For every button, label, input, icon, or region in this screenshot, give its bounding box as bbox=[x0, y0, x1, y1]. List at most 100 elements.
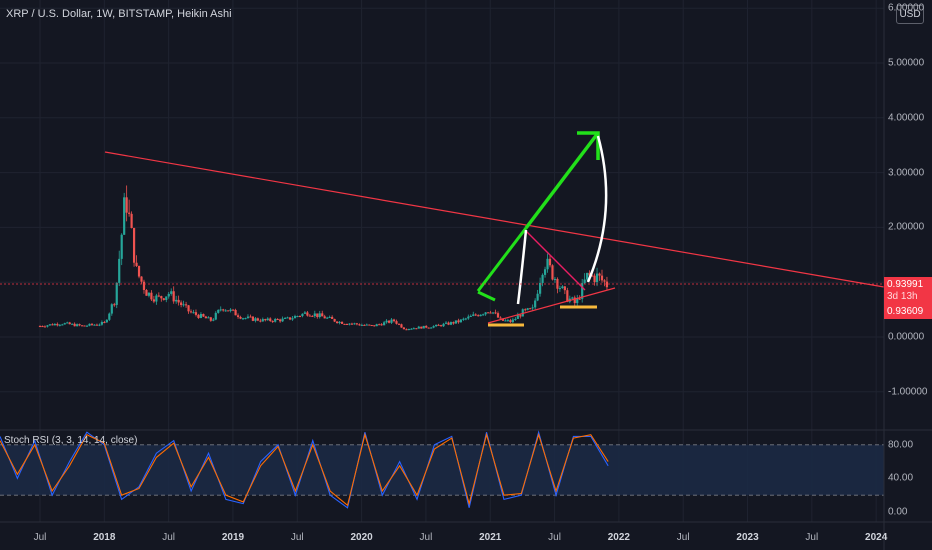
candle[interactable] bbox=[227, 310, 230, 312]
candle[interactable] bbox=[387, 320, 391, 323]
candle[interactable] bbox=[132, 228, 136, 263]
candle[interactable] bbox=[605, 281, 609, 288]
candle[interactable] bbox=[410, 328, 413, 330]
candle[interactable] bbox=[118, 258, 121, 283]
candle[interactable] bbox=[259, 320, 262, 322]
candle[interactable] bbox=[454, 320, 458, 324]
candle[interactable] bbox=[472, 314, 475, 316]
candle[interactable] bbox=[88, 323, 91, 326]
candle[interactable] bbox=[286, 317, 289, 319]
candle[interactable] bbox=[113, 304, 116, 306]
candle[interactable] bbox=[241, 318, 245, 320]
candle[interactable] bbox=[370, 325, 373, 327]
candle[interactable] bbox=[350, 323, 354, 325]
candle[interactable] bbox=[506, 320, 510, 322]
candle[interactable] bbox=[234, 309, 237, 316]
candle[interactable] bbox=[160, 296, 163, 299]
candle[interactable] bbox=[303, 312, 307, 314]
rising-support-line[interactable] bbox=[487, 287, 616, 324]
candle[interactable] bbox=[439, 325, 443, 327]
descending-trendline[interactable] bbox=[104, 151, 885, 288]
candle[interactable] bbox=[261, 319, 264, 322]
candle[interactable] bbox=[251, 316, 255, 321]
candle[interactable] bbox=[516, 315, 519, 319]
candle[interactable] bbox=[105, 319, 108, 323]
candle[interactable] bbox=[172, 291, 175, 302]
candle[interactable] bbox=[189, 311, 193, 313]
candle[interactable] bbox=[103, 322, 106, 324]
candle[interactable] bbox=[501, 318, 505, 321]
candle[interactable] bbox=[301, 313, 304, 317]
candle[interactable] bbox=[534, 300, 537, 308]
candle[interactable] bbox=[566, 290, 569, 302]
candle[interactable] bbox=[80, 325, 84, 327]
candle[interactable] bbox=[343, 323, 346, 325]
candle[interactable] bbox=[576, 298, 579, 304]
candle[interactable] bbox=[194, 312, 198, 315]
candle[interactable] bbox=[464, 318, 467, 320]
candle[interactable] bbox=[308, 315, 311, 317]
candle[interactable] bbox=[600, 275, 604, 281]
candle[interactable] bbox=[548, 258, 552, 266]
candle[interactable] bbox=[48, 324, 52, 326]
candle[interactable] bbox=[561, 286, 564, 289]
candle[interactable] bbox=[165, 296, 168, 300]
candle[interactable] bbox=[551, 265, 554, 280]
candle[interactable] bbox=[425, 325, 428, 328]
candle[interactable] bbox=[415, 328, 418, 330]
candle[interactable] bbox=[432, 326, 435, 328]
candle[interactable] bbox=[187, 305, 190, 312]
candle[interactable] bbox=[531, 307, 534, 309]
candle[interactable] bbox=[321, 313, 324, 317]
candle[interactable] bbox=[571, 297, 574, 299]
candle[interactable] bbox=[192, 312, 195, 314]
candle[interactable] bbox=[365, 324, 368, 326]
candle[interactable] bbox=[494, 312, 497, 314]
candle[interactable] bbox=[130, 213, 133, 229]
candle[interactable] bbox=[293, 316, 297, 319]
candle[interactable] bbox=[298, 316, 302, 318]
candle[interactable] bbox=[246, 316, 250, 319]
candle[interactable] bbox=[390, 319, 393, 323]
candle[interactable] bbox=[496, 313, 500, 318]
candle[interactable] bbox=[593, 275, 596, 283]
candle[interactable] bbox=[484, 312, 487, 315]
candle[interactable] bbox=[85, 325, 89, 327]
candle[interactable] bbox=[115, 282, 118, 305]
candle[interactable] bbox=[78, 324, 81, 326]
candle[interactable] bbox=[83, 325, 86, 327]
candle[interactable] bbox=[563, 286, 566, 291]
candle[interactable] bbox=[380, 324, 383, 326]
candle[interactable] bbox=[249, 316, 252, 318]
candle[interactable] bbox=[120, 234, 123, 259]
candle[interactable] bbox=[526, 308, 529, 310]
candle[interactable] bbox=[229, 309, 232, 312]
candle[interactable] bbox=[145, 289, 148, 296]
candle[interactable] bbox=[56, 323, 59, 326]
candle[interactable] bbox=[385, 320, 388, 323]
candle[interactable] bbox=[595, 273, 599, 283]
candle[interactable] bbox=[180, 302, 183, 306]
candle[interactable] bbox=[598, 273, 601, 276]
candle[interactable] bbox=[392, 319, 396, 322]
candle[interactable] bbox=[162, 298, 165, 300]
candle[interactable] bbox=[338, 321, 341, 324]
candle[interactable] bbox=[536, 293, 539, 301]
candle[interactable] bbox=[514, 318, 517, 320]
stoch-rsi-lines[interactable] bbox=[0, 430, 609, 509]
candle[interactable] bbox=[236, 315, 240, 318]
candle[interactable] bbox=[335, 321, 339, 324]
candle[interactable] bbox=[125, 197, 128, 213]
candle[interactable] bbox=[340, 321, 344, 324]
candle[interactable] bbox=[264, 319, 267, 321]
candle[interactable] bbox=[581, 283, 584, 299]
candle[interactable] bbox=[395, 321, 398, 324]
candle[interactable] bbox=[281, 318, 284, 322]
candle[interactable] bbox=[73, 323, 76, 327]
candle[interactable] bbox=[345, 323, 349, 325]
candle[interactable] bbox=[462, 318, 465, 320]
candle[interactable] bbox=[95, 324, 99, 326]
candle[interactable] bbox=[430, 327, 433, 329]
candle[interactable] bbox=[90, 323, 94, 325]
candle[interactable] bbox=[469, 315, 472, 317]
